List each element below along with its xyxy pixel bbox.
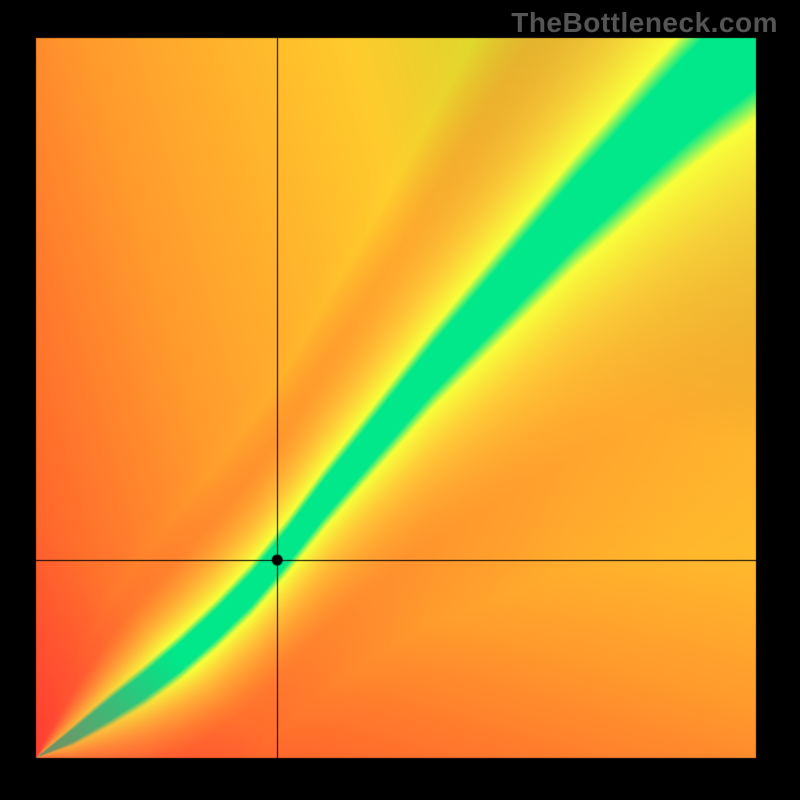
watermark-text: TheBottleneck.com [511,7,778,39]
chart-container: TheBottleneck.com [0,0,800,800]
bottleneck-heatmap [0,0,800,800]
